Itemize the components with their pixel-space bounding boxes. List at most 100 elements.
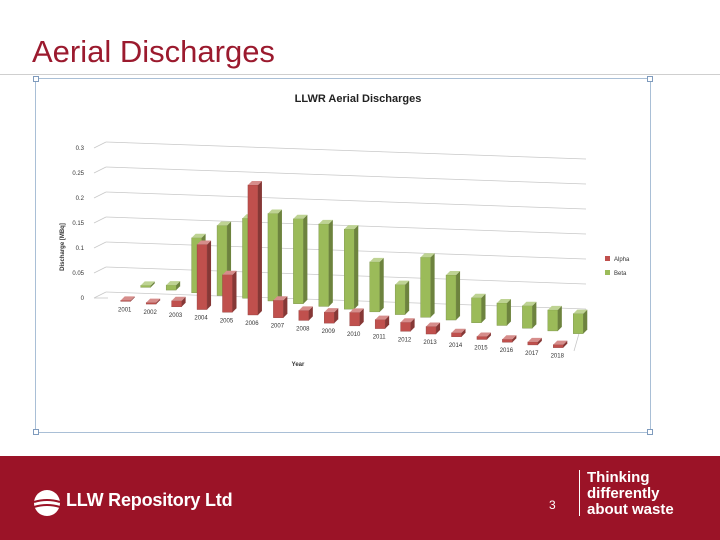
bar-face	[120, 300, 131, 302]
bar-face	[344, 228, 355, 310]
bar-top	[120, 296, 135, 301]
bar-side	[405, 280, 410, 315]
bar-face	[451, 332, 462, 337]
bar-beta	[165, 281, 181, 291]
bar-face	[394, 284, 406, 315]
bar-top	[318, 219, 333, 224]
bar-side	[430, 253, 435, 318]
x-tick-label: 2014	[449, 343, 463, 349]
resize-handle-tl[interactable]	[33, 76, 39, 82]
bar-top	[191, 233, 206, 238]
bar-beta	[344, 225, 359, 310]
bar-side	[461, 328, 466, 337]
bar-face	[196, 244, 208, 310]
bar-side	[436, 322, 441, 335]
bar-top	[547, 305, 562, 310]
bar-side	[385, 315, 390, 329]
bar-alpha	[425, 322, 441, 335]
bar-side	[277, 209, 282, 301]
bar-face	[273, 299, 284, 318]
bar-top	[247, 180, 262, 185]
bar-beta	[522, 301, 537, 329]
gridline	[93, 266, 107, 274]
bar-face	[349, 312, 360, 327]
gridline	[105, 166, 587, 185]
bar-face	[445, 274, 457, 321]
title-divider	[0, 74, 720, 75]
bar-alpha	[145, 298, 161, 305]
bar-alpha	[451, 328, 466, 337]
bar-top	[375, 315, 390, 320]
x-tick-label: 2012	[398, 337, 412, 343]
gridline	[105, 141, 587, 160]
y-tick-label: 0.25	[72, 171, 84, 177]
x-tick-label: 2016	[500, 348, 514, 354]
bar-alpha	[349, 308, 364, 327]
bar-top	[298, 306, 313, 311]
bar-face	[547, 309, 559, 332]
bar-side	[328, 219, 333, 307]
gridline	[93, 291, 107, 299]
bar-face	[140, 285, 151, 288]
resize-handle-br[interactable]	[647, 429, 653, 435]
chart-title: LLWR Aerial Discharges	[295, 93, 422, 105]
bar-top	[426, 322, 441, 327]
bar-top	[471, 293, 486, 298]
chart-frame[interactable]: LLWR Aerial Discharges Discharge [MBq] Y…	[33, 76, 653, 435]
x-tick-label: 2015	[474, 345, 488, 351]
bar-face	[222, 274, 233, 313]
bar-top	[522, 301, 537, 306]
y-tick-label: 0.1	[76, 246, 85, 252]
bar-face	[553, 344, 564, 348]
bar-side	[537, 337, 542, 345]
resize-handle-tr[interactable]	[647, 76, 653, 82]
legend-label: Alpha	[614, 257, 630, 263]
logo-text: LLW Repository Ltd	[66, 490, 233, 510]
bar-face	[400, 322, 411, 332]
bar-side	[563, 340, 568, 348]
bar-top	[171, 296, 186, 301]
bar-face	[369, 261, 380, 313]
bar-top	[451, 328, 466, 333]
bar-top	[496, 298, 511, 303]
bar-top	[140, 281, 155, 286]
bar-top	[420, 253, 435, 258]
bar-top	[502, 335, 517, 340]
bar-face	[527, 341, 539, 346]
bar-side	[176, 281, 181, 291]
y-axis-label: Discharge [MBq]	[60, 223, 66, 271]
bar-side	[557, 305, 562, 331]
gridline	[93, 141, 107, 149]
bar-beta	[293, 214, 308, 304]
bar-side	[532, 301, 537, 329]
y-tick-label: 0.3	[76, 146, 85, 152]
bar-face	[573, 313, 584, 334]
bar-top	[324, 308, 339, 313]
bar-face	[476, 336, 488, 340]
bar-side	[359, 308, 364, 326]
tagline-line: differently	[587, 485, 660, 502]
bar-alpha	[400, 318, 415, 332]
x-tick-label: 2003	[169, 313, 183, 319]
legend-swatch	[605, 256, 610, 261]
bar-top	[573, 309, 588, 314]
bar-face	[374, 319, 386, 329]
discharges-chart: LLWR Aerial Discharges Discharge [MBq] Y…	[60, 93, 630, 368]
bar-side	[156, 298, 161, 305]
bar-face	[324, 311, 335, 324]
gridline	[93, 216, 107, 224]
bar-face	[298, 310, 310, 321]
gridline	[93, 241, 107, 249]
bar-top	[395, 280, 410, 285]
bar-side	[232, 270, 237, 313]
bar-top	[267, 209, 282, 214]
bar-beta	[394, 280, 410, 315]
x-axis-label: Year	[292, 362, 305, 368]
bar-beta	[496, 298, 511, 326]
y-tick-label: 0	[81, 296, 85, 302]
bar-beta	[547, 305, 562, 332]
resize-handle-bl[interactable]	[33, 429, 39, 435]
x-tick-label: 2008	[296, 326, 310, 332]
bar-top	[217, 221, 232, 226]
x-tick-label: 2002	[143, 310, 157, 316]
